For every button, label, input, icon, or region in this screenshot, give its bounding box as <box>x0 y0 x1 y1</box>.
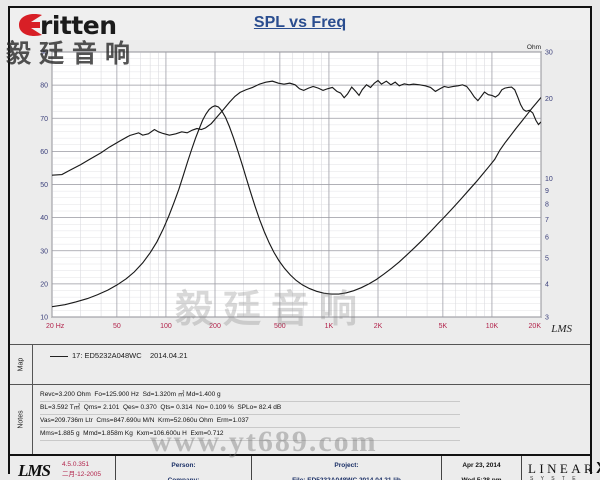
spl-curve <box>52 79 541 176</box>
svg-text:20K: 20K <box>529 323 542 330</box>
svg-text:10: 10 <box>40 315 48 322</box>
svg-text:80: 80 <box>40 83 48 90</box>
axis-tick-labels: 10 20 30 40 50 60 70 80 90 20 Hz 50 100 200 500 1K 2K 5K… <box>40 50 553 331</box>
grid-major <box>51 51 542 318</box>
linearx-brand-x: X <box>596 460 600 477</box>
svg-text:20: 20 <box>545 96 553 103</box>
svg-text:5: 5 <box>545 256 549 263</box>
ohm-axis-unit: Ohm <box>527 44 541 51</box>
report-footer: LMS 4.5.0.351 二月-12-2005 Person: Company… <box>10 454 600 480</box>
svg-text:10K: 10K <box>486 323 499 330</box>
logo-c-icon <box>19 14 42 36</box>
spl-impedance-chart[interactable]: 10 20 30 40 50 60 70 80 90 20 Hz 50 100 200 500 1K 2K 5K… <box>10 38 590 343</box>
legend-entry-label: 17: ED5232A048WC 2014.04.21 <box>72 351 188 360</box>
file-label: File: ED5232A048WC 2014.04.21.lib <box>252 471 441 480</box>
footer-date-cell: Apr 23, 2014 Wed 5:28 pm <box>442 456 522 480</box>
svg-text:500: 500 <box>274 323 286 330</box>
svg-text:8: 8 <box>545 202 549 209</box>
svg-text:3: 3 <box>545 315 549 322</box>
svg-text:60: 60 <box>40 149 48 156</box>
svg-text:2K: 2K <box>374 323 383 330</box>
svg-text:70: 70 <box>40 116 48 123</box>
svg-text:100: 100 <box>160 323 172 330</box>
footer-brand-cell: LINEARX S Y S T E M S <box>522 456 600 480</box>
kritten-logo: ritten <box>18 10 168 40</box>
person-label: Person: <box>171 462 196 469</box>
linearx-brand-sub: S Y S T E M S <box>530 476 579 480</box>
company-label: Company: <box>116 471 251 480</box>
lms-version-block: 4.5.0.351 二月-12-2005 <box>62 460 101 480</box>
lms-version: 4.5.0.351 <box>62 461 90 468</box>
svg-text:1K: 1K <box>325 323 334 330</box>
lms-logo: LMS <box>18 461 51 480</box>
project-label: Project: <box>334 462 359 469</box>
svg-text:6: 6 <box>545 235 549 242</box>
logo-wordmark: ritten <box>40 11 117 40</box>
parameters-notes[interactable]: Revc=3.200 Ohm Fo=125.900 Hz Sd=1.320m ㎡… <box>32 385 590 454</box>
chart-legend[interactable]: 17: ED5232A048WC 2014.04.21 <box>32 345 590 384</box>
svg-text:4: 4 <box>545 281 549 288</box>
linearx-brand: LINEARX <box>528 460 600 478</box>
footer-project-cell[interactable]: Project: File: ED5232A048WC 2014.04.21.l… <box>252 456 442 480</box>
svg-text:9: 9 <box>545 188 549 195</box>
note-line: Vas=209.736m Ltr Cms=847.690u M/N Krm=52… <box>40 415 460 428</box>
note-line: Mms=1.885 g Mmd=1.858m Kg Kxm=106.600u H… <box>40 428 460 441</box>
map-side-label: Map <box>10 345 33 384</box>
svg-text:20: 20 <box>40 281 48 288</box>
svg-text:50: 50 <box>40 182 48 189</box>
svg-text:20 Hz: 20 Hz <box>46 323 65 330</box>
report-frame: ritten SPL vs Freq 10 20 30 40 50 60 70 80 90 20 … <box>8 6 600 480</box>
note-line: BL=3.592 T㎡ Qms= 2.101 Qes= 0.370 Qts= 0… <box>40 402 460 415</box>
page-title: SPL vs Freq <box>253 14 347 31</box>
report-date: Apr 23, 2014 <box>462 462 501 469</box>
report-header: ritten SPL vs Freq <box>10 8 590 40</box>
linearx-brand-text: LINEAR <box>528 461 597 476</box>
svg-text:40: 40 <box>40 215 48 222</box>
notes-side-label-text: Notes <box>17 410 25 429</box>
svg-text:30: 30 <box>545 50 553 57</box>
footer-lms-cell: LMS 4.5.0.351 二月-12-2005 <box>10 456 116 480</box>
svg-text:50: 50 <box>113 323 121 330</box>
plot-area[interactable]: 10 20 30 40 50 60 70 80 90 20 Hz 50 100 200 500 1K 2K 5K… <box>10 38 590 343</box>
note-line: Revc=3.200 Ohm Fo=125.900 Hz Sd=1.320m ㎡… <box>40 389 460 402</box>
svg-text:10: 10 <box>545 176 553 183</box>
svg-text:7: 7 <box>545 217 549 224</box>
footer-person-cell[interactable]: Person: Company: <box>116 456 252 480</box>
report-time: Wed 5:28 pm <box>442 471 521 480</box>
svg-text:90: 90 <box>40 50 48 57</box>
svg-text:5K: 5K <box>439 323 448 330</box>
map-row: Map 17: ED5232A048WC 2014.04.21 <box>10 344 590 384</box>
notes-side-label: Notes <box>10 385 33 454</box>
svg-text:30: 30 <box>40 248 48 255</box>
lms-build-date: 二月-12-2005 <box>62 471 102 478</box>
lms-plot-signature: LMS <box>551 323 572 335</box>
legend-color-swatch <box>50 356 68 357</box>
svg-text:200: 200 <box>209 323 221 330</box>
impedance-curve <box>52 97 541 308</box>
map-side-label-text: Map <box>17 357 25 372</box>
notes-row: Notes Revc=3.200 Ohm Fo=125.900 Hz Sd=1.… <box>10 384 590 454</box>
